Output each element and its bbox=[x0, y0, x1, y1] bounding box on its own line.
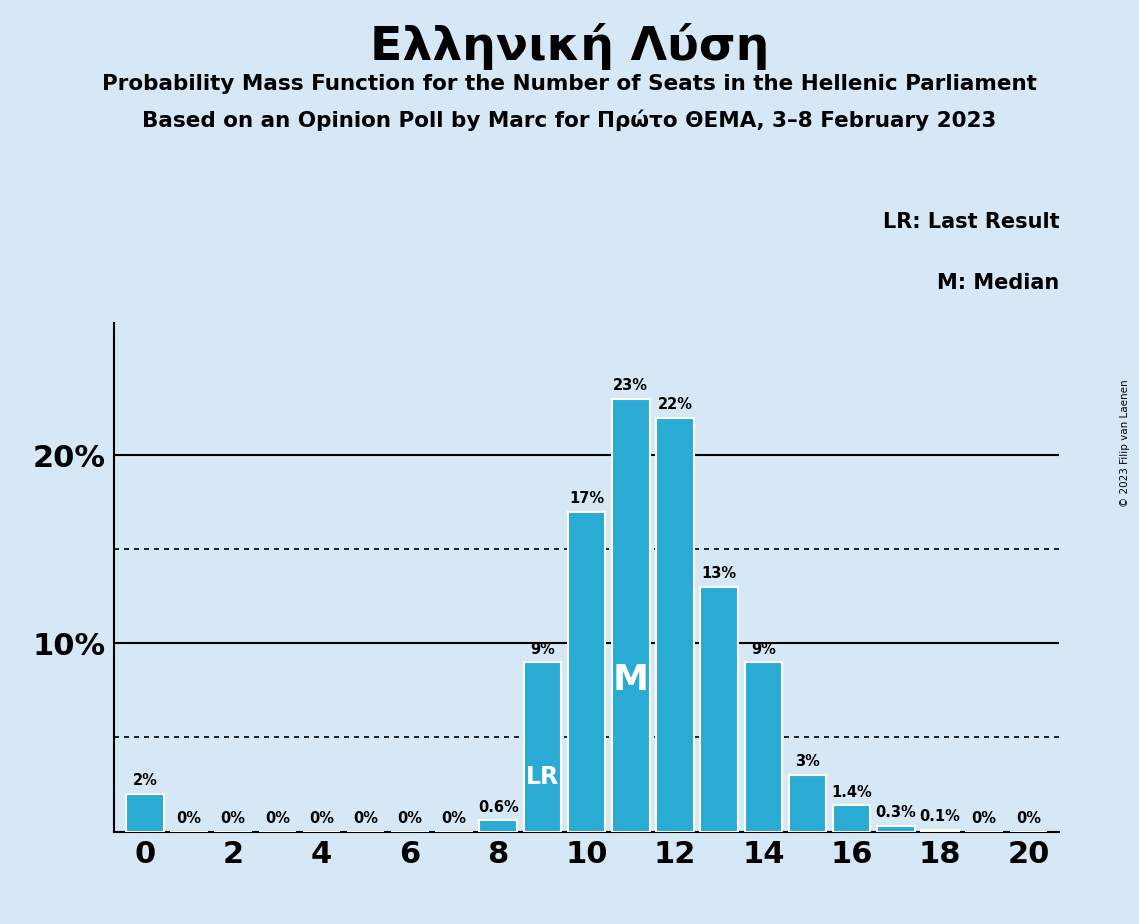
Text: 9%: 9% bbox=[751, 641, 776, 657]
Bar bbox=[524, 663, 562, 832]
Bar bbox=[833, 805, 870, 832]
Bar bbox=[480, 821, 517, 832]
Bar bbox=[921, 830, 959, 832]
Text: 0%: 0% bbox=[309, 811, 334, 826]
Bar bbox=[568, 512, 605, 832]
Text: 0%: 0% bbox=[442, 811, 467, 826]
Bar bbox=[612, 398, 649, 832]
Text: M: M bbox=[613, 663, 649, 697]
Text: © 2023 Filip van Laenen: © 2023 Filip van Laenen bbox=[1121, 380, 1130, 507]
Text: 0%: 0% bbox=[221, 811, 246, 826]
Text: 0%: 0% bbox=[1016, 811, 1041, 826]
Text: 0%: 0% bbox=[353, 811, 378, 826]
Text: 3%: 3% bbox=[795, 755, 820, 770]
Text: 0%: 0% bbox=[265, 811, 289, 826]
Text: LR: LR bbox=[526, 765, 559, 789]
Text: 0%: 0% bbox=[398, 811, 423, 826]
Text: 1.4%: 1.4% bbox=[831, 784, 872, 799]
Bar bbox=[877, 826, 915, 832]
Text: Based on an Opinion Poll by Marc for Πρώτο ΘΕΜΑ, 3–8 February 2023: Based on an Opinion Poll by Marc for Πρώ… bbox=[142, 109, 997, 130]
Text: 2%: 2% bbox=[132, 773, 157, 788]
Bar bbox=[788, 775, 826, 832]
Text: 22%: 22% bbox=[657, 397, 693, 412]
Text: M: Median: M: Median bbox=[937, 273, 1059, 293]
Text: 0.6%: 0.6% bbox=[478, 799, 518, 815]
Text: 9%: 9% bbox=[530, 641, 555, 657]
Text: 0.3%: 0.3% bbox=[876, 806, 916, 821]
Bar bbox=[700, 587, 738, 832]
Text: 0%: 0% bbox=[972, 811, 997, 826]
Text: 13%: 13% bbox=[702, 566, 737, 581]
Text: 17%: 17% bbox=[570, 491, 604, 506]
Text: Probability Mass Function for the Number of Seats in the Hellenic Parliament: Probability Mass Function for the Number… bbox=[103, 74, 1036, 94]
Text: 23%: 23% bbox=[613, 378, 648, 393]
Text: LR: Last Result: LR: Last Result bbox=[883, 212, 1059, 232]
Text: 0.1%: 0.1% bbox=[919, 809, 960, 824]
Text: 0%: 0% bbox=[177, 811, 202, 826]
Text: Ελληνική Λύση: Ελληνική Λύση bbox=[370, 23, 769, 70]
Bar bbox=[656, 418, 694, 832]
Bar bbox=[745, 663, 782, 832]
Bar bbox=[126, 794, 164, 832]
